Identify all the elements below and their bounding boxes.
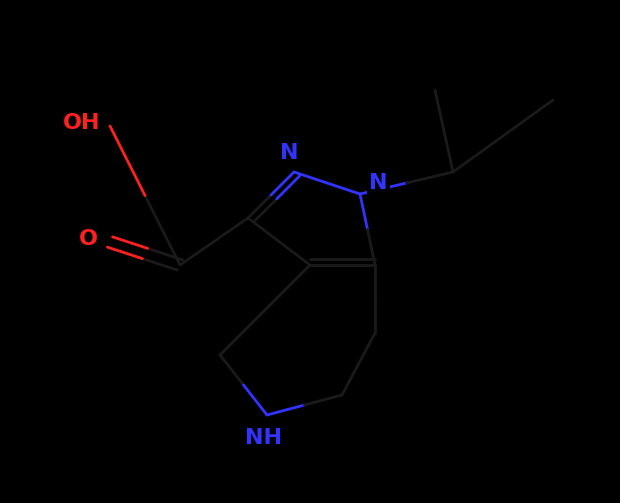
Text: OH: OH — [63, 114, 101, 133]
Text: NH: NH — [246, 428, 282, 448]
Text: N: N — [280, 143, 298, 163]
Text: O: O — [79, 229, 98, 249]
Text: N: N — [370, 173, 388, 193]
